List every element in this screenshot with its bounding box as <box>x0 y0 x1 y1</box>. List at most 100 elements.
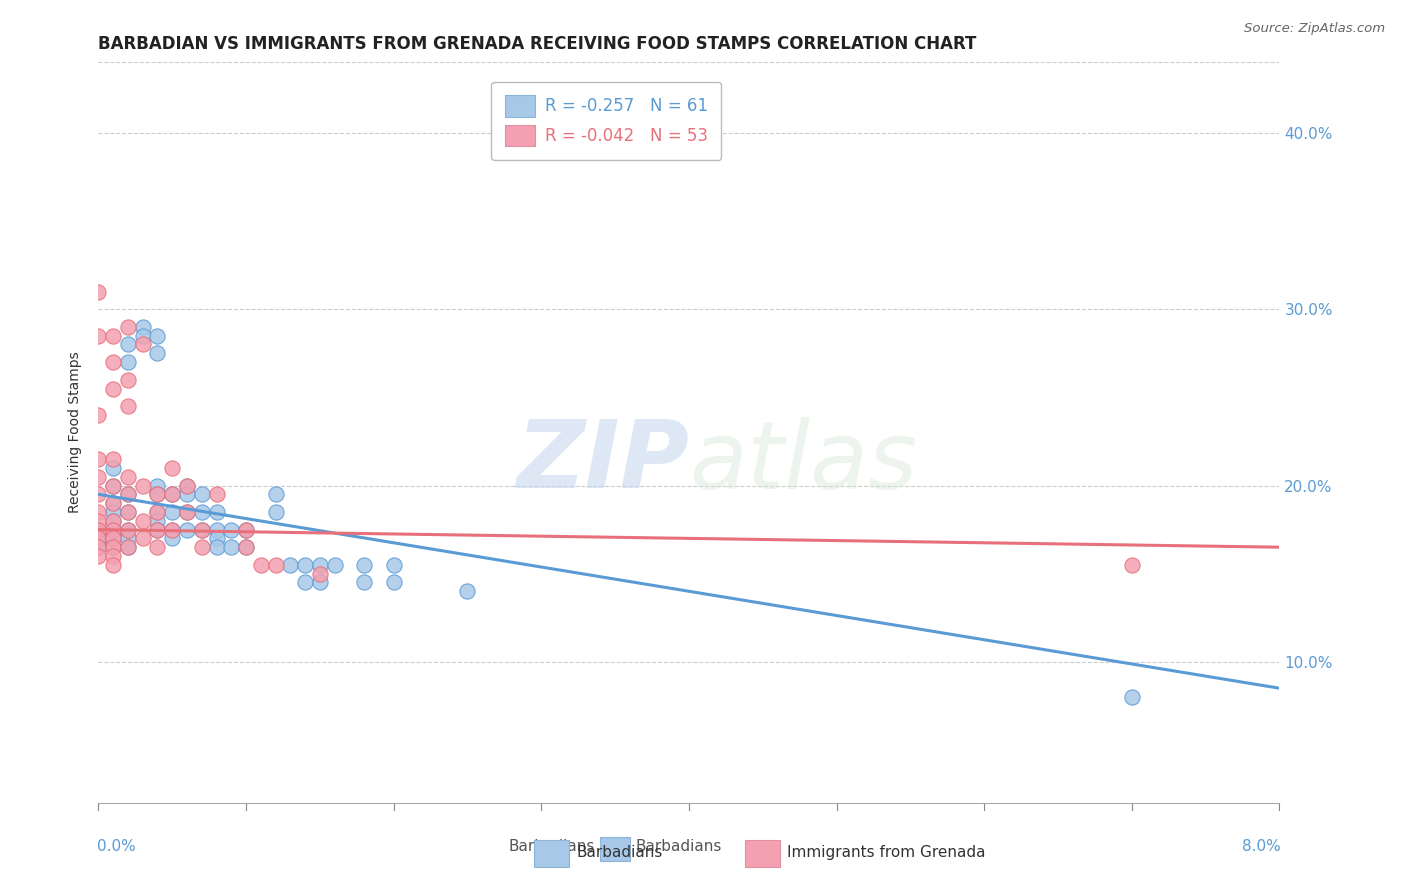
Point <box>146 346 169 360</box>
Point <box>87 540 110 554</box>
Point <box>221 523 243 537</box>
Point <box>309 558 332 572</box>
Point <box>87 523 110 537</box>
Text: Immigrants from Grenada: Immigrants from Grenada <box>787 846 986 860</box>
Point <box>162 461 183 475</box>
Point <box>87 532 110 546</box>
Point <box>87 540 110 554</box>
Point <box>146 514 169 528</box>
Point <box>162 523 183 537</box>
Text: BARBADIAN VS IMMIGRANTS FROM GRENADA RECEIVING FOOD STAMPS CORRELATION CHART: BARBADIAN VS IMMIGRANTS FROM GRENADA REC… <box>98 35 977 53</box>
Point <box>87 285 110 299</box>
Legend: R = -0.257   N = 61, R = -0.042   N = 53: R = -0.257 N = 61, R = -0.042 N = 53 <box>492 82 721 160</box>
Text: 0.0%: 0.0% <box>97 838 136 854</box>
FancyBboxPatch shape <box>534 840 569 867</box>
Point <box>103 355 125 369</box>
Point <box>235 523 257 537</box>
Point <box>103 540 125 554</box>
FancyBboxPatch shape <box>600 837 630 861</box>
Point <box>235 540 257 554</box>
Point <box>132 478 155 492</box>
Point <box>87 505 110 519</box>
Point <box>146 523 169 537</box>
Point <box>117 469 139 483</box>
Point <box>103 532 125 546</box>
Point <box>205 523 228 537</box>
Point <box>191 540 214 554</box>
Point <box>117 523 139 537</box>
Point <box>87 535 110 549</box>
Point <box>117 319 139 334</box>
Point <box>146 540 169 554</box>
Point <box>205 505 228 519</box>
Point <box>176 505 198 519</box>
Point <box>117 355 139 369</box>
Point <box>353 558 375 572</box>
Point <box>117 505 139 519</box>
Point <box>103 328 125 343</box>
Point <box>117 373 139 387</box>
Point <box>191 487 214 501</box>
Point <box>146 328 169 343</box>
Point <box>103 514 125 528</box>
Point <box>176 505 198 519</box>
Point <box>87 469 110 483</box>
Text: Barbadians: Barbadians <box>636 838 723 854</box>
Point <box>176 478 198 492</box>
Point <box>294 558 316 572</box>
Point <box>117 487 139 501</box>
Point <box>117 540 139 554</box>
Point <box>103 496 125 510</box>
Point <box>103 478 125 492</box>
Point <box>235 540 257 554</box>
Y-axis label: Receiving Food Stamps: Receiving Food Stamps <box>69 351 83 514</box>
Point <box>280 558 302 572</box>
Point <box>457 584 479 599</box>
Point <box>162 532 183 546</box>
Point <box>323 558 346 572</box>
Point <box>117 532 139 546</box>
Point <box>146 487 169 501</box>
Point <box>103 452 125 467</box>
Point <box>146 523 169 537</box>
Point <box>103 532 125 546</box>
Point <box>103 461 125 475</box>
Point <box>162 487 183 501</box>
Point <box>117 399 139 413</box>
Point <box>264 505 287 519</box>
Point <box>146 505 169 519</box>
Point <box>1121 690 1143 704</box>
Point <box>87 532 110 546</box>
Point <box>176 478 198 492</box>
Point <box>103 558 125 572</box>
Point <box>309 566 332 581</box>
Text: atlas: atlas <box>689 417 917 508</box>
Point <box>221 540 243 554</box>
Point <box>162 523 183 537</box>
Point <box>132 532 155 546</box>
Point <box>87 523 110 537</box>
Point <box>162 487 183 501</box>
Point <box>103 478 125 492</box>
Point <box>87 452 110 467</box>
Point <box>1121 558 1143 572</box>
Point <box>146 478 169 492</box>
Point <box>117 337 139 351</box>
Point <box>250 558 273 572</box>
Point <box>103 523 125 537</box>
Point <box>191 523 214 537</box>
Point <box>87 549 110 563</box>
Point <box>103 505 125 519</box>
FancyBboxPatch shape <box>745 840 780 867</box>
Point <box>382 575 405 590</box>
Point <box>146 487 169 501</box>
Point <box>117 505 139 519</box>
Point <box>132 337 155 351</box>
Point <box>117 487 139 501</box>
Point <box>294 575 316 590</box>
Point <box>353 575 375 590</box>
Point <box>103 496 125 510</box>
Point <box>205 487 228 501</box>
Point <box>87 487 110 501</box>
Point <box>117 523 139 537</box>
